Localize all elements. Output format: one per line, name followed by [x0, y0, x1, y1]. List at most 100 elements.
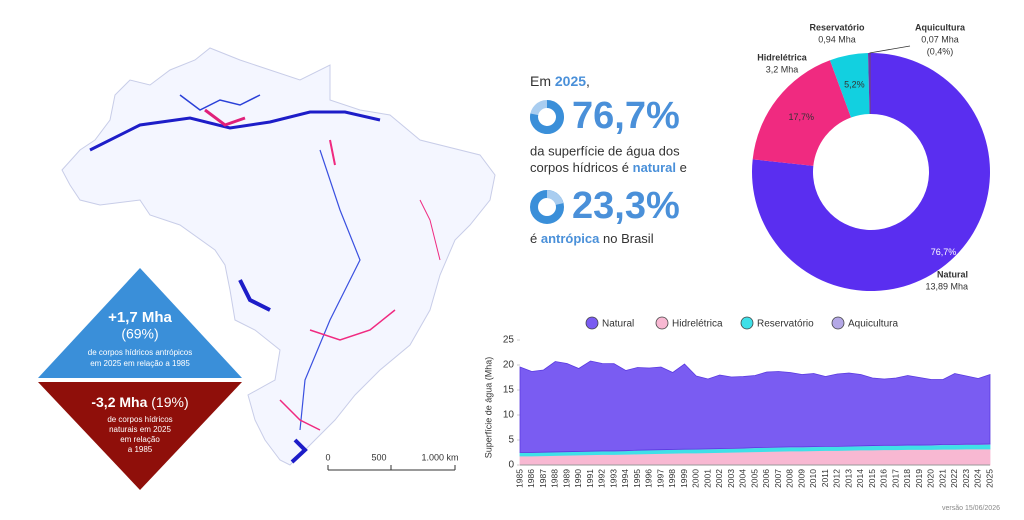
x-tick-label: 2001	[702, 469, 712, 488]
down-line: a 1985	[128, 445, 153, 454]
intro-punct: ,	[586, 73, 590, 89]
x-tick-label: 2021	[937, 469, 947, 488]
slice-area: 13,89 Mha	[925, 281, 968, 291]
text: corpos hídricos é	[530, 160, 629, 175]
up-line: em 2025 em relação a 1985	[90, 359, 190, 368]
x-tick-label: 2006	[761, 469, 771, 488]
down-line: naturais em 2025	[109, 425, 171, 434]
y-tick-label: 0	[508, 460, 514, 471]
scale-label: 0	[325, 452, 330, 462]
slice-name: Hidrelétrica	[757, 52, 808, 62]
x-tick-label: 2011	[820, 469, 830, 488]
legend-marker	[585, 316, 599, 330]
down-pct: (19%)	[151, 394, 188, 410]
slice-area: 0,07 Mha	[921, 34, 959, 44]
slice-value: (0,4%)	[927, 46, 954, 56]
donut-slice	[868, 53, 871, 115]
version: versão 15/06/2026	[942, 505, 1000, 512]
x-tick-label: 1988	[550, 469, 560, 488]
x-tick-label: 1993	[608, 469, 618, 488]
scale-label: 1.000 km	[421, 452, 458, 462]
highlight: natural	[633, 160, 676, 175]
text: no Brasil	[603, 231, 654, 246]
y-tick-label: 25	[503, 335, 515, 346]
down-line: em relação	[120, 435, 160, 444]
slice-value: 76,7%	[931, 247, 957, 257]
x-tick-label: 2022	[949, 469, 959, 488]
x-tick-label: 2003	[726, 469, 736, 488]
text: e	[680, 160, 687, 175]
x-tick-label: 2024	[973, 469, 983, 488]
legend-label: Aquicultura	[848, 319, 898, 330]
up-triangle	[38, 268, 242, 378]
down-title: -3,2 Mha	[91, 394, 147, 410]
x-tick-label: 2009	[796, 469, 806, 488]
x-tick-label: 2025	[984, 469, 994, 488]
up-pct: (69%)	[121, 326, 158, 342]
x-tick-label: 2012	[832, 469, 842, 488]
ring-icon	[530, 190, 564, 224]
intro-year: 2025	[555, 73, 586, 89]
legend-marker	[831, 316, 845, 330]
down-line: de corpos hídricos	[107, 415, 172, 424]
x-tick-label: 2020	[926, 469, 936, 488]
x-tick-label: 2014	[855, 469, 865, 488]
slice-value: 5,2%	[844, 79, 865, 89]
antropic-pct: 23,3%	[572, 185, 680, 227]
x-tick-label: 1992	[597, 469, 607, 488]
x-tick-label: 2023	[961, 469, 971, 488]
x-tick-label: 2007	[773, 469, 783, 488]
x-tick-label: 1994	[620, 469, 630, 488]
x-tick-label: 2018	[902, 469, 912, 488]
map-scale: 0 500 1.000 km	[325, 452, 459, 471]
up-line: de corpos hídricos antrópicos	[88, 348, 193, 357]
x-tick-label: 2008	[785, 469, 795, 488]
ring-icon	[530, 100, 564, 134]
x-tick-label: 1989	[561, 469, 571, 488]
legend-marker	[740, 316, 754, 330]
x-tick-label: 1987	[538, 469, 548, 488]
scale-label: 500	[371, 452, 386, 462]
x-tick-label: 1997	[655, 469, 665, 488]
x-tick-label: 2004	[738, 469, 748, 488]
y-axis-label: Superfície de água (Mha)	[483, 357, 493, 459]
legend-label: Hidrelétrica	[672, 319, 723, 330]
brazil-map	[61, 47, 496, 466]
natural-text: da superfície de água dos	[530, 143, 680, 158]
leader-line	[869, 45, 911, 54]
down-heading: -3,2 Mha (19%)	[91, 394, 188, 410]
down-triangle	[38, 382, 242, 490]
x-tick-label: 1986	[526, 469, 536, 488]
x-tick-label: 2017	[890, 469, 900, 488]
slice-name: Natural	[937, 269, 968, 279]
intro: Em 2025,	[530, 73, 590, 89]
x-tick-label: 2010	[808, 469, 818, 488]
y-tick-label: 10	[503, 410, 515, 421]
x-tick-label: 1996	[644, 469, 654, 488]
natural-pct: 76,7%	[572, 95, 680, 137]
slice-value: 17,7%	[788, 112, 814, 122]
x-tick-label: 2002	[714, 469, 724, 488]
donut-slice	[752, 53, 990, 291]
x-tick-label: 1995	[632, 469, 642, 488]
x-tick-label: 2015	[867, 469, 877, 488]
x-tick-label: 2016	[879, 469, 889, 488]
y-tick-label: 5	[508, 435, 514, 446]
slice-name: Reservatório	[809, 22, 865, 32]
donut-slice	[752, 60, 852, 166]
x-tick-label: 1990	[573, 469, 583, 488]
y-tick-label: 20	[503, 360, 515, 371]
y-tick-label: 15	[503, 385, 515, 396]
x-tick-label: 1998	[667, 469, 677, 488]
x-tick-label: 2019	[914, 469, 924, 488]
slice-area: 0,94 Mha	[818, 34, 856, 44]
slice-area: 3,2 Mha	[766, 64, 799, 74]
slice-name: Aquicultura	[915, 22, 966, 32]
legend-label: Reservatório	[757, 319, 814, 330]
donut-slice	[829, 53, 870, 118]
intro-text: Em	[530, 73, 551, 89]
x-tick-label: 2013	[843, 469, 853, 488]
x-tick-label: 1999	[679, 469, 689, 488]
legend-marker	[655, 316, 669, 330]
x-tick-label: 2005	[749, 469, 759, 488]
